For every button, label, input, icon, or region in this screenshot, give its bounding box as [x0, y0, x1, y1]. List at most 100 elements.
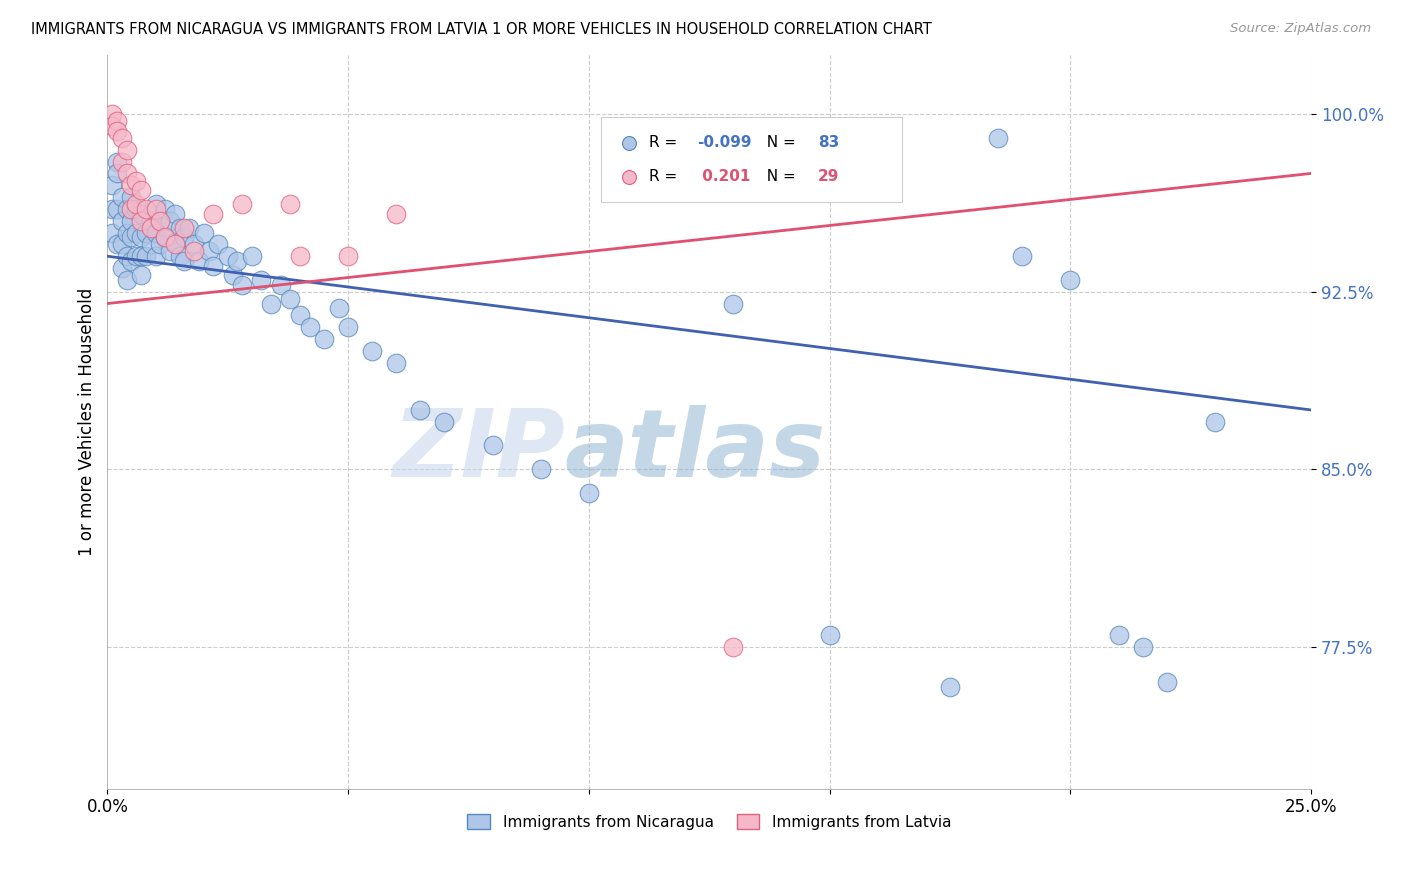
Point: [173, 230, 195, 244]
Point: [139, 213, 162, 227]
Point: [361, 343, 384, 358]
Point: [169, 220, 191, 235]
Text: -0.099: -0.099: [697, 136, 752, 150]
Point: [723, 296, 745, 310]
Text: Source: ZipAtlas.com: Source: ZipAtlas.com: [1230, 22, 1371, 36]
Point: [202, 207, 225, 221]
Point: [101, 178, 124, 193]
Point: [101, 202, 124, 216]
Point: [1204, 415, 1226, 429]
Point: [105, 166, 128, 180]
Point: [153, 230, 176, 244]
Point: [149, 237, 172, 252]
Point: [105, 114, 128, 128]
Text: 0.201: 0.201: [697, 169, 751, 184]
Point: [939, 680, 962, 694]
Point: [280, 292, 302, 306]
Point: [120, 190, 142, 204]
Point: [111, 190, 134, 204]
Point: [385, 356, 408, 370]
Point: [179, 220, 201, 235]
Point: [149, 213, 172, 227]
Point: [101, 119, 124, 133]
Y-axis label: 1 or more Vehicles in Household: 1 or more Vehicles in Household: [79, 288, 96, 556]
Point: [159, 244, 181, 259]
Point: [111, 131, 134, 145]
Point: [115, 249, 138, 263]
Point: [115, 202, 138, 216]
Point: [129, 268, 152, 282]
Point: [111, 154, 134, 169]
Point: [481, 438, 503, 452]
Point: [578, 485, 600, 500]
Point: [120, 254, 142, 268]
Point: [217, 249, 239, 263]
Point: [111, 237, 134, 252]
Point: [115, 166, 138, 180]
Point: [120, 202, 142, 216]
Point: [135, 202, 157, 216]
Point: [197, 244, 219, 259]
Point: [145, 249, 167, 263]
Text: R =: R =: [650, 136, 682, 150]
Point: [1132, 640, 1154, 654]
Point: [433, 415, 456, 429]
Point: [221, 268, 243, 282]
Point: [129, 213, 152, 227]
Point: [145, 226, 167, 240]
Point: [125, 202, 148, 216]
Point: [173, 220, 195, 235]
Point: [337, 249, 360, 263]
Point: [135, 249, 157, 263]
Point: [226, 254, 249, 268]
Text: ZIP: ZIP: [392, 405, 565, 497]
Point: [231, 277, 253, 292]
Point: [159, 213, 181, 227]
Point: [111, 213, 134, 227]
Point: [125, 226, 148, 240]
Point: [288, 249, 311, 263]
Point: [120, 178, 142, 193]
Point: [163, 207, 186, 221]
Point: [105, 154, 128, 169]
Point: [139, 220, 162, 235]
Text: N =: N =: [758, 136, 801, 150]
Point: [149, 213, 172, 227]
Point: [231, 197, 253, 211]
Point: [270, 277, 292, 292]
Point: [129, 230, 152, 244]
Text: N =: N =: [758, 169, 801, 184]
Point: [115, 226, 138, 240]
Point: [105, 124, 128, 138]
Point: [125, 197, 148, 211]
Point: [183, 244, 205, 259]
Point: [409, 403, 432, 417]
Point: [193, 226, 215, 240]
Point: [135, 226, 157, 240]
Point: [173, 254, 195, 268]
Point: [385, 207, 408, 221]
Point: [250, 273, 273, 287]
Point: [530, 462, 553, 476]
Point: [328, 301, 350, 316]
Point: [101, 226, 124, 240]
Point: [163, 237, 186, 252]
Point: [202, 259, 225, 273]
Point: [723, 640, 745, 654]
Text: 29: 29: [818, 169, 839, 184]
Point: [987, 131, 1010, 145]
Point: [153, 230, 176, 244]
Text: IMMIGRANTS FROM NICARAGUA VS IMMIGRANTS FROM LATVIA 1 OR MORE VEHICLES IN HOUSEH: IMMIGRANTS FROM NICARAGUA VS IMMIGRANTS …: [31, 22, 932, 37]
FancyBboxPatch shape: [600, 118, 901, 202]
Point: [312, 332, 335, 346]
Point: [115, 143, 138, 157]
Text: R =: R =: [650, 169, 682, 184]
Point: [1108, 628, 1130, 642]
Point: [105, 202, 128, 216]
Point: [129, 249, 152, 263]
Point: [169, 249, 191, 263]
Point: [115, 273, 138, 287]
Text: atlas: atlas: [565, 405, 827, 497]
Point: [288, 309, 311, 323]
Point: [1059, 273, 1081, 287]
